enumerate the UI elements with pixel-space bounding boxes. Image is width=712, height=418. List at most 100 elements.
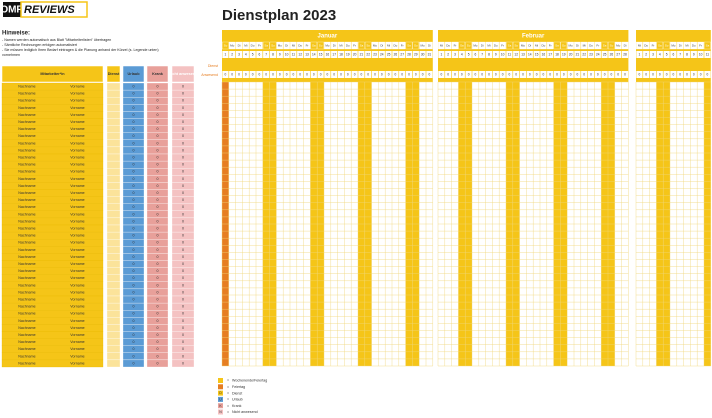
day-number: 27 — [400, 53, 404, 57]
day-cell — [492, 51, 499, 58]
count-value: 0 — [182, 127, 184, 131]
month-name: Februar — [522, 34, 545, 40]
legend-swatch — [218, 390, 223, 396]
weekday-cell — [670, 41, 677, 50]
weekday-label: Mo — [325, 43, 329, 47]
count-value: 0 — [182, 319, 184, 323]
count-value: 0 — [157, 361, 159, 365]
day-number: 1 — [639, 53, 641, 57]
weekday-cell — [553, 41, 561, 50]
name-text: Vorname — [70, 326, 84, 330]
day-total: 0 — [374, 73, 376, 77]
weekday-cell — [405, 41, 413, 50]
weekday-label: Mi — [638, 43, 641, 47]
count-value: 0 — [182, 141, 184, 145]
count-value: 0 — [157, 141, 159, 145]
day-number: 19 — [562, 53, 566, 57]
day-number: 12 — [298, 53, 302, 57]
name-text: Nachname — [18, 191, 35, 195]
name-text: Vorname — [70, 248, 84, 252]
name-cell — [1, 217, 104, 226]
weekday-cell — [364, 41, 372, 50]
count-value: 0 — [133, 312, 135, 316]
name-cell — [1, 338, 104, 346]
day-number: 13 — [521, 53, 525, 57]
weekday-cell — [697, 41, 704, 50]
count-value: 0 — [133, 248, 135, 252]
count-value: 0 — [182, 106, 184, 110]
weekday-label: So — [414, 43, 418, 47]
total-cell — [506, 71, 513, 78]
name-cell — [1, 125, 104, 133]
weekday-label: Di — [333, 43, 336, 47]
weekday-label: Sa — [706, 43, 710, 47]
name-cell — [1, 153, 104, 162]
service-cell — [106, 295, 121, 304]
day-number: 9 — [495, 53, 497, 57]
count-value: 0 — [157, 305, 159, 309]
total-cell — [256, 71, 263, 78]
name-text: Vorname — [70, 198, 84, 202]
day-number: 1 — [441, 53, 443, 57]
total-cell — [594, 71, 601, 78]
count-value: 0 — [157, 212, 159, 216]
table-header-cell — [1, 65, 104, 83]
weekday-label: Do — [393, 43, 397, 47]
weekday-cell — [317, 41, 324, 50]
count-cell — [122, 359, 145, 368]
day-total: 0 — [286, 73, 288, 77]
weekday-label: Do — [346, 43, 350, 47]
count-value: 0 — [133, 290, 135, 294]
total-cell — [419, 71, 426, 78]
total-cell — [519, 71, 527, 78]
name-text: Vorname — [70, 92, 84, 96]
legend-label: Krank — [232, 404, 242, 408]
name-cell — [1, 203, 104, 211]
name-text: Vorname — [70, 305, 84, 309]
total-cell — [283, 71, 290, 78]
row-label: Anwesend — [201, 73, 218, 77]
name-text: Vorname — [70, 276, 84, 280]
day-total: 0 — [659, 73, 661, 77]
day-number: 19 — [346, 53, 350, 57]
total-cell — [567, 71, 574, 78]
day-number: 13 — [305, 53, 309, 57]
name-text: Nachname — [18, 347, 35, 351]
name-text: Vorname — [70, 134, 84, 138]
name-text: Nachname — [18, 234, 35, 238]
weekday-cell — [506, 41, 513, 50]
name-cell — [1, 331, 104, 339]
count-value: 0 — [182, 283, 184, 287]
service-cell — [106, 260, 121, 268]
count-value: 0 — [182, 248, 184, 252]
total-cell — [697, 71, 704, 78]
count-value: 0 — [182, 312, 184, 316]
name-cell — [1, 260, 104, 268]
count-value: 0 — [133, 205, 135, 209]
count-value: 0 — [182, 198, 184, 202]
name-text: Nachname — [18, 163, 35, 167]
count-value: 0 — [157, 177, 159, 181]
count-value: 0 — [157, 333, 159, 337]
name-cell — [1, 168, 104, 176]
name-text: Nachname — [18, 205, 35, 209]
day-number: 15 — [535, 53, 539, 57]
day-cell — [276, 51, 283, 58]
weekday-cell — [269, 41, 277, 50]
total-cell — [492, 71, 499, 78]
day-cell — [526, 51, 533, 58]
total-cell — [263, 71, 270, 78]
day-number: 17 — [548, 53, 552, 57]
day-total: 0 — [556, 73, 558, 77]
weekday-cell — [419, 41, 426, 50]
name-cell — [1, 253, 104, 261]
count-value: 0 — [133, 148, 135, 152]
name-text: Nachname — [18, 106, 35, 110]
weekday-cell — [235, 41, 243, 50]
weekday-cell — [594, 41, 602, 50]
day-total: 0 — [265, 73, 267, 77]
name-text: Nachname — [18, 262, 35, 266]
name-text: Nachname — [18, 241, 35, 245]
weekday-cell — [580, 41, 588, 50]
weekday-cell — [676, 41, 684, 50]
